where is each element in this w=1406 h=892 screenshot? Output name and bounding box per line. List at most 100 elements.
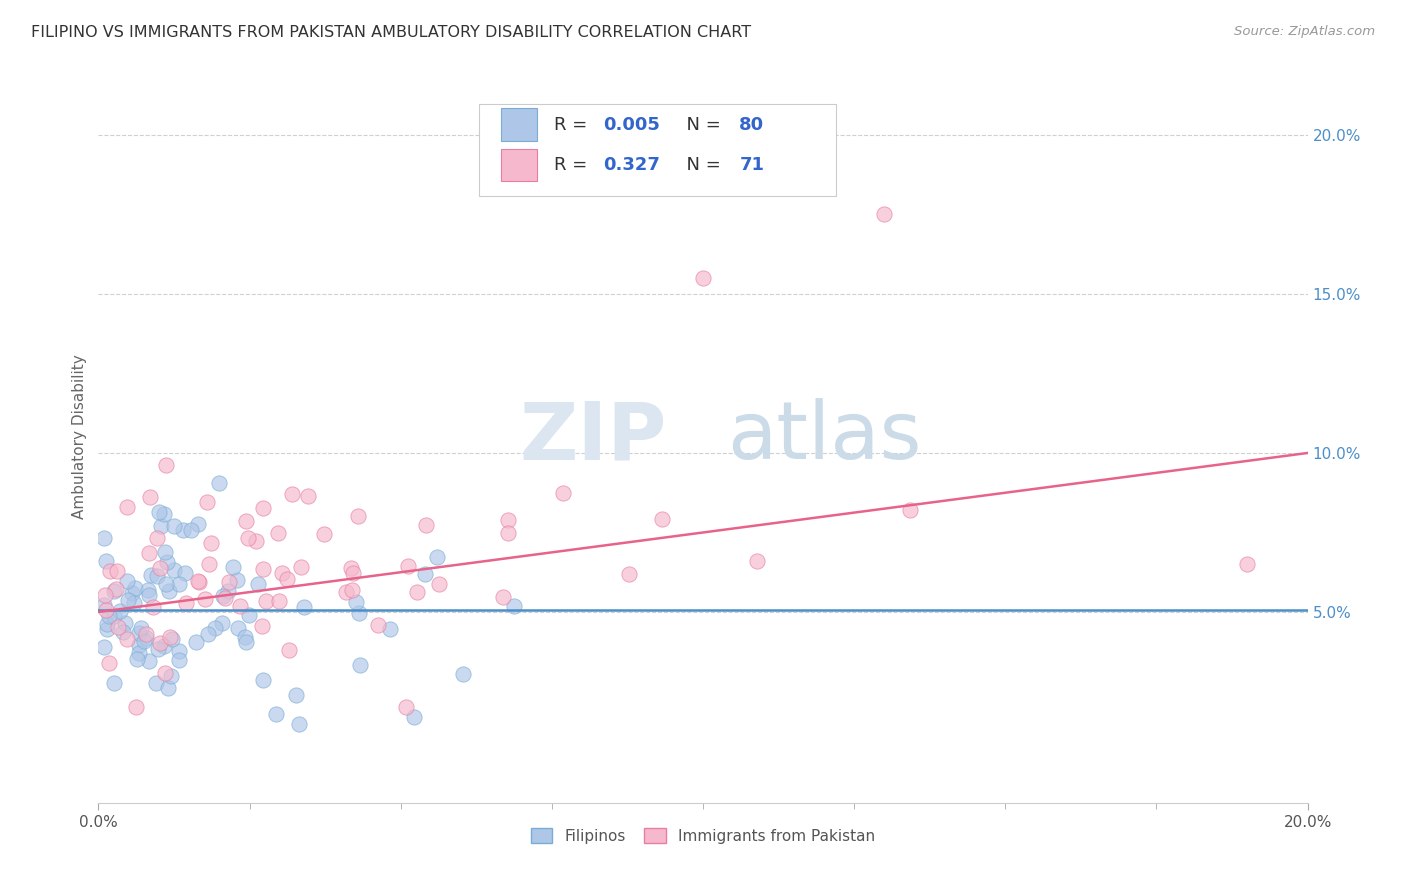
Point (153, 665, 176, 680)
Point (292, 599, 315, 614)
Point (98, 656, 121, 670)
Text: 80: 80 (740, 116, 765, 134)
Text: 71: 71 (740, 156, 765, 174)
Point (651, 512, 673, 526)
Point (122, 596, 145, 610)
Point (159, 669, 181, 683)
Point (873, 207, 896, 221)
Text: R =: R = (554, 156, 593, 174)
Point (187, 574, 209, 589)
Point (426, 549, 449, 564)
Point (492, 590, 515, 604)
Point (146, 531, 169, 545)
Point (229, 599, 252, 614)
Point (238, 608, 260, 623)
Point (149, 636, 172, 650)
Point (148, 505, 170, 519)
Point (214, 591, 236, 605)
Point (267, 594, 290, 608)
Point (250, 619, 273, 633)
Point (139, 567, 162, 582)
Point (136, 582, 159, 597)
FancyBboxPatch shape (501, 149, 537, 181)
Point (186, 635, 208, 649)
Point (135, 631, 157, 645)
Point (252, 562, 274, 576)
Point (415, 517, 437, 532)
Point (145, 568, 167, 582)
Point (103, 676, 125, 690)
Point (146, 642, 169, 657)
Point (94, 587, 117, 601)
Point (94, 603, 117, 617)
Point (617, 567, 640, 582)
Point (496, 513, 519, 527)
Point (107, 620, 129, 634)
Point (211, 615, 233, 630)
Point (115, 574, 138, 588)
Point (297, 489, 319, 503)
Point (1236, 558, 1258, 572)
Point (288, 716, 311, 731)
Point (174, 596, 197, 610)
Point (94, 554, 117, 568)
Point (145, 675, 167, 690)
Point (367, 617, 389, 632)
Text: N =: N = (675, 116, 727, 134)
Point (138, 655, 160, 669)
Point (406, 585, 429, 599)
Point (138, 588, 160, 602)
Point (246, 577, 269, 591)
Point (198, 557, 221, 571)
Point (96, 622, 118, 636)
Point (138, 490, 160, 504)
Point (93, 598, 115, 612)
Point (378, 622, 401, 636)
Point (254, 593, 277, 607)
Point (169, 577, 191, 591)
Point (103, 583, 125, 598)
Text: ZIP: ZIP (519, 398, 666, 476)
Point (245, 534, 267, 549)
Point (115, 500, 138, 514)
Point (692, 271, 714, 285)
Text: FILIPINO VS IMMIGRANTS FROM PAKISTAN AMBULATORY DISABILITY CORRELATION CHART: FILIPINO VS IMMIGRANTS FROM PAKISTAN AMB… (31, 25, 751, 40)
Point (114, 616, 136, 631)
Point (93, 531, 115, 545)
Y-axis label: Ambulatory Disability: Ambulatory Disability (72, 355, 87, 519)
Point (124, 581, 146, 595)
Point (235, 630, 257, 644)
Point (335, 584, 357, 599)
Point (195, 495, 218, 509)
Point (208, 475, 231, 490)
Point (155, 576, 177, 591)
Point (187, 574, 209, 589)
Point (204, 622, 226, 636)
Point (128, 638, 150, 652)
Point (117, 593, 139, 607)
Point (413, 566, 436, 581)
Point (115, 632, 138, 646)
Legend: Filipinos, Immigrants from Pakistan: Filipinos, Immigrants from Pakistan (524, 822, 882, 850)
Point (97, 609, 120, 624)
Point (167, 643, 190, 657)
Point (451, 666, 474, 681)
Point (155, 544, 177, 558)
Point (290, 560, 312, 574)
Point (174, 566, 197, 581)
Text: atlas: atlas (727, 398, 921, 476)
Point (344, 594, 367, 608)
Point (285, 688, 308, 702)
Point (277, 642, 299, 657)
Point (347, 508, 370, 523)
Point (496, 526, 519, 541)
Point (172, 523, 194, 537)
Point (225, 573, 247, 587)
Point (252, 501, 274, 516)
Point (129, 621, 152, 635)
Point (112, 624, 135, 639)
Point (217, 584, 239, 599)
Point (194, 591, 217, 606)
Text: N =: N = (675, 156, 727, 174)
Point (108, 604, 131, 618)
